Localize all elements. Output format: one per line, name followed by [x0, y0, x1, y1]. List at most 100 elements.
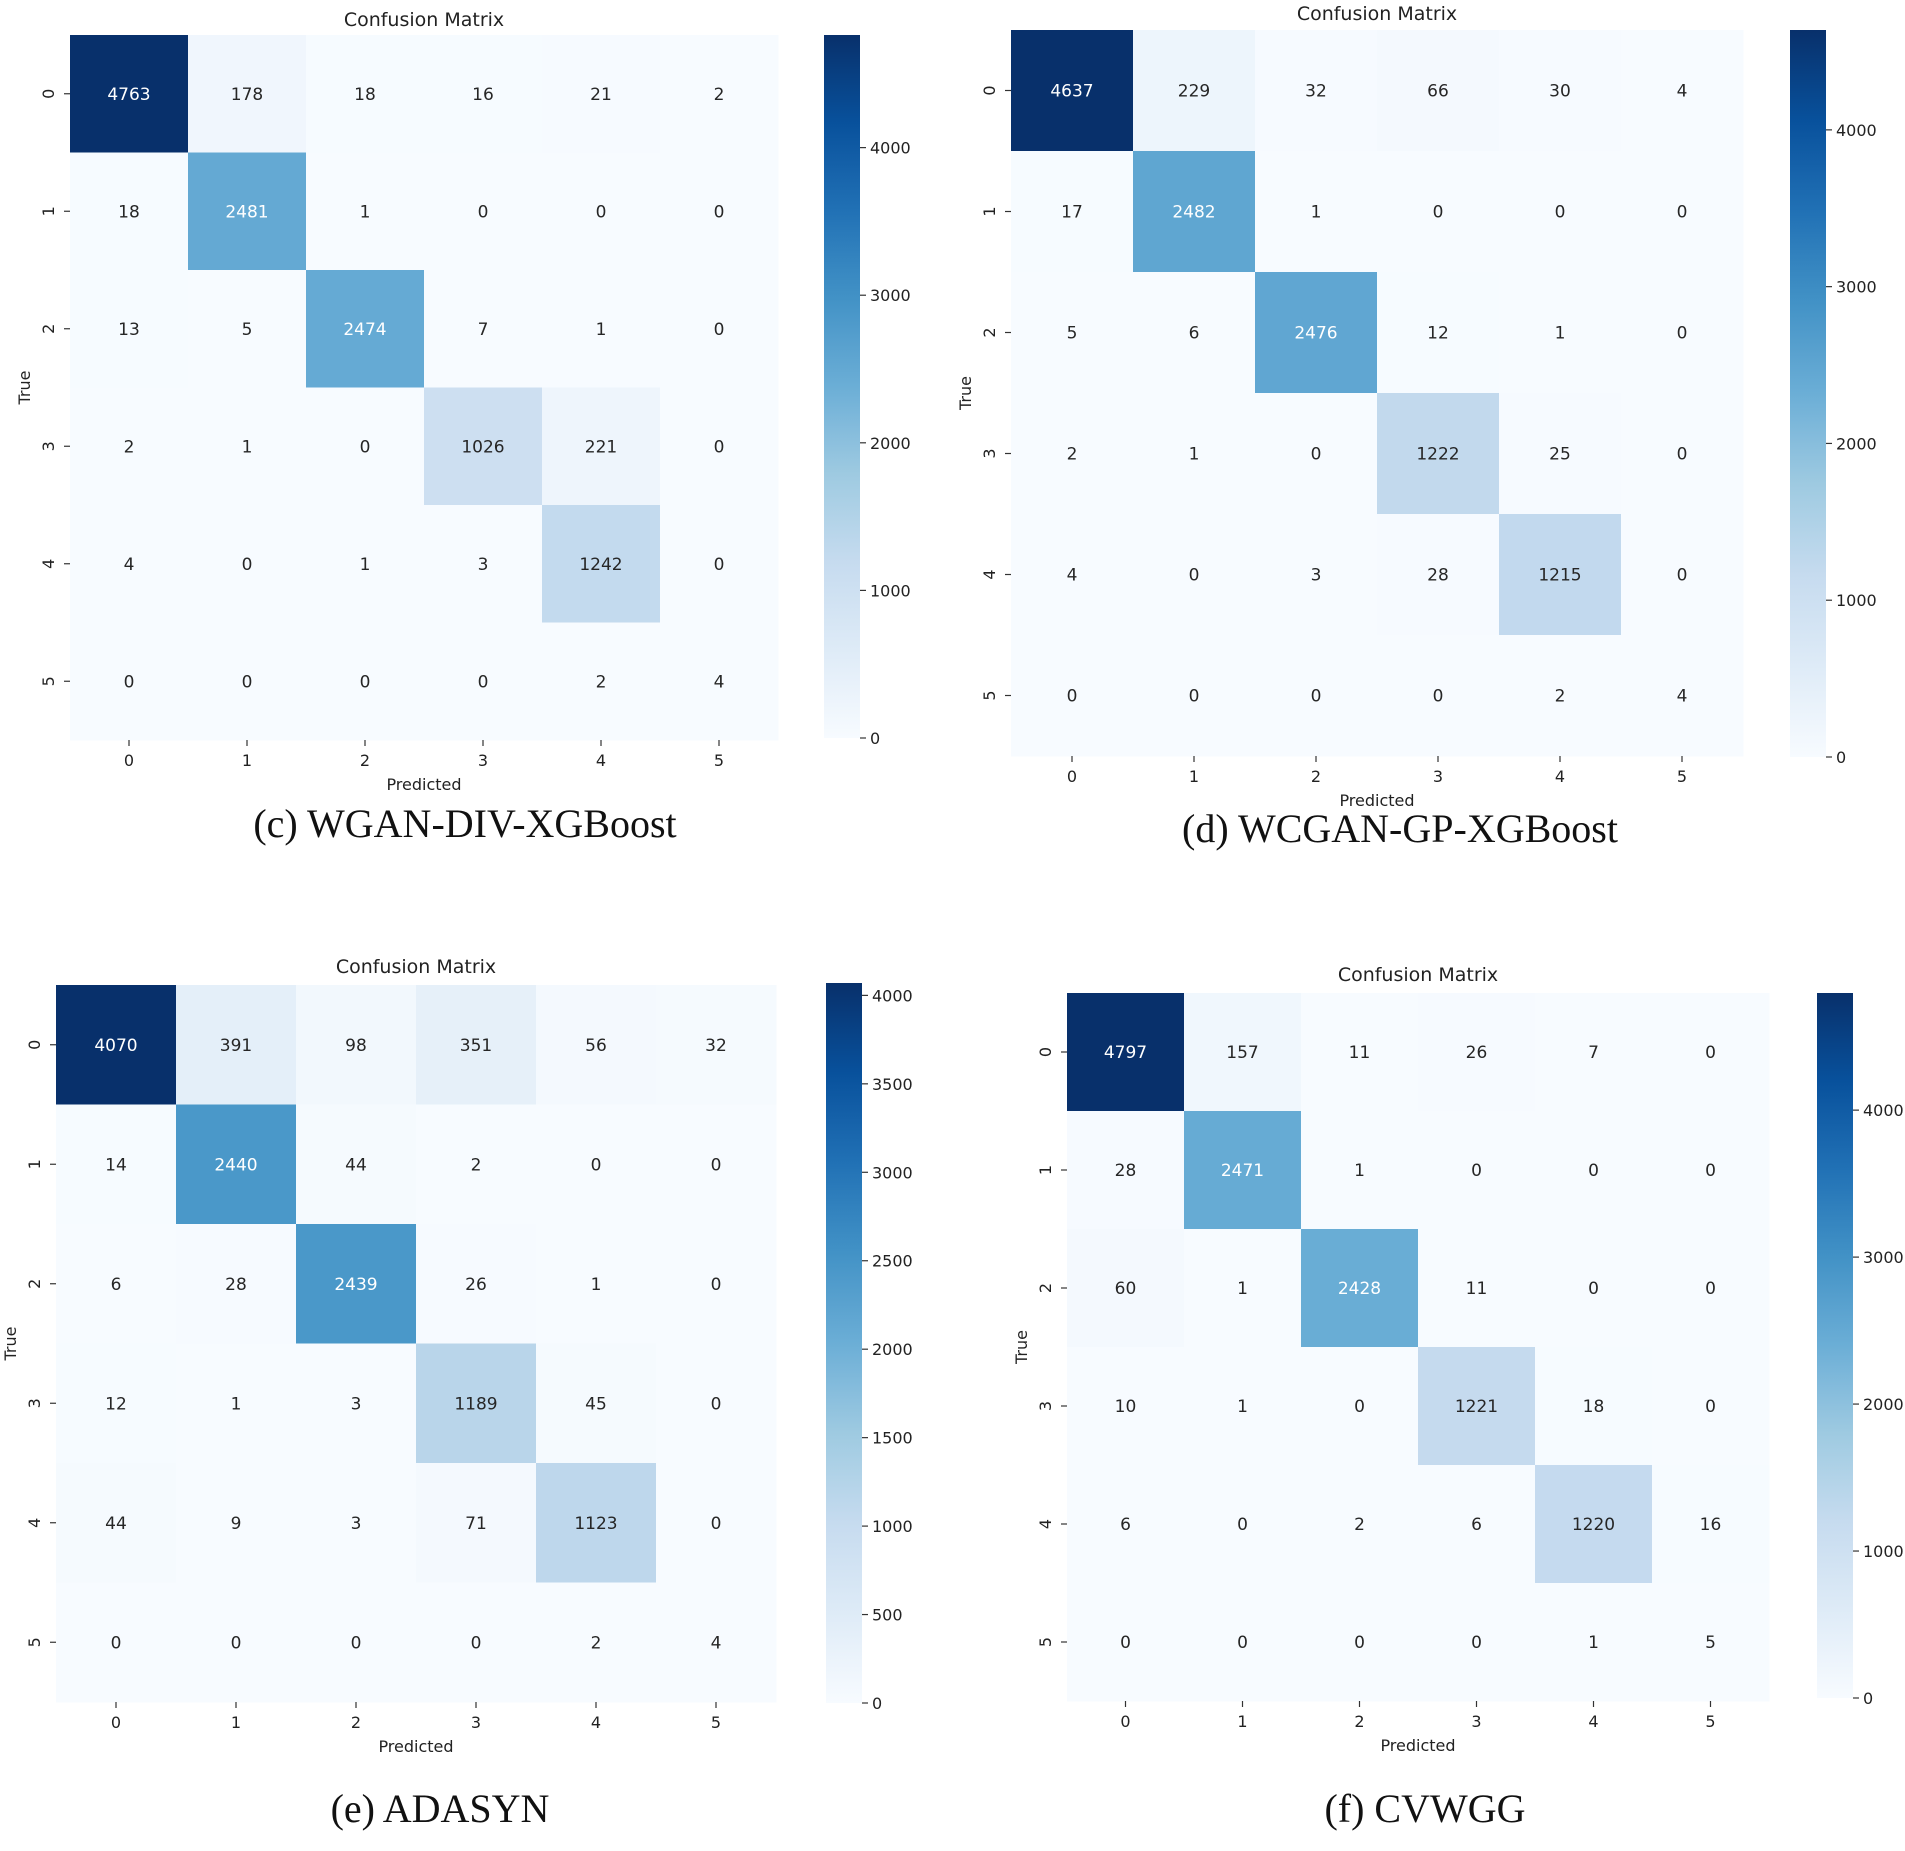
heatmap-cell [424, 387, 543, 506]
heatmap-cell [424, 35, 543, 153]
heatmap-cell [1067, 1583, 1185, 1702]
heatmap-cell [424, 152, 543, 271]
heatmap-cell [1301, 1111, 1419, 1230]
cell-value-label: 1 [1237, 1397, 1248, 1417]
chart-title: Confusion Matrix [1297, 3, 1457, 25]
heatmap-cell [56, 1582, 177, 1703]
colorbar-tick-label: 2000 [1836, 434, 1877, 453]
cell-value-label: 0 [1705, 1043, 1716, 1063]
cell-value-label: 0 [596, 202, 607, 222]
heatmap-cell [1652, 1347, 1770, 1466]
heatmap-cell [1535, 1465, 1653, 1584]
heatmap-cell [1621, 393, 1744, 515]
heatmap-cell [1621, 635, 1744, 757]
y-axis-label: True [1012, 1330, 1031, 1365]
heatmap-cell [1255, 30, 1378, 152]
x-tick-label: 0 [1067, 767, 1077, 786]
x-tick-label: 0 [124, 751, 134, 770]
heatmap-cell [656, 1343, 777, 1464]
heatmap-cell [70, 387, 189, 506]
heatmap-cell [188, 387, 307, 506]
x-tick-label: 1 [242, 751, 252, 770]
cell-value-label: 3 [351, 1394, 362, 1414]
panel-caption: (d) WCGAN-GP-XGBoost [1182, 806, 1618, 851]
heatmap-cell [656, 985, 777, 1105]
heatmap-cell [70, 152, 189, 271]
cell-value-label: 4 [714, 672, 725, 692]
heatmap-cell [424, 270, 543, 388]
heatmap-cell [1418, 1583, 1536, 1702]
y-tick-label: 3 [25, 1398, 44, 1408]
colorbar-tick-label: 2500 [872, 1252, 913, 1271]
cell-value-label: 2 [714, 85, 725, 105]
cell-value-label: 0 [714, 320, 725, 340]
cell-value-label: 4 [1677, 82, 1688, 102]
colorbar-tick-label: 3000 [1836, 278, 1877, 297]
heatmap-cell [1621, 272, 1744, 394]
cell-value-label: 1 [1588, 1633, 1599, 1653]
y-tick-label: 4 [25, 1518, 44, 1528]
x-tick-label: 1 [231, 1713, 241, 1732]
heatmap-cell [1621, 151, 1744, 273]
heatmap-cell [542, 35, 661, 153]
y-tick-label: 3 [980, 448, 999, 458]
cell-value-label: 0 [478, 202, 489, 222]
cell-value-label: 2428 [1338, 1279, 1381, 1299]
cell-value-label: 12 [1427, 324, 1449, 344]
y-axis-label: True [1, 1327, 20, 1362]
cell-value-label: 0 [1471, 1633, 1482, 1653]
cell-value-label: 28 [1115, 1161, 1137, 1181]
heatmap-cell [660, 622, 779, 741]
heatmap-cell [1301, 1583, 1419, 1702]
cell-value-label: 4 [711, 1633, 722, 1653]
heatmap-cell [1133, 272, 1256, 394]
y-tick-label: 5 [1036, 1637, 1055, 1647]
cell-value-label: 11 [1349, 1043, 1371, 1063]
cell-value-label: 4763 [107, 85, 150, 105]
heatmap-cell [1377, 635, 1500, 757]
heatmap-cell [1499, 514, 1622, 636]
heatmap-cell [1133, 30, 1256, 152]
cell-value-label: 26 [465, 1275, 487, 1295]
x-tick-label: 3 [1471, 1712, 1481, 1731]
cell-value-label: 60 [1115, 1279, 1137, 1299]
x-axis-label: Predicted [386, 775, 461, 794]
cell-value-label: 0 [360, 672, 371, 692]
heatmap-cell [1067, 1465, 1185, 1584]
heatmap-cell [56, 1104, 177, 1225]
heatmap-cell [1535, 1111, 1653, 1230]
heatmap-cell [306, 505, 425, 623]
heatmap-cell [296, 1224, 417, 1344]
cell-value-label: 0 [1433, 687, 1444, 707]
cell-value-label: 0 [714, 202, 725, 222]
colorbar-tick-label: 4000 [870, 139, 911, 158]
cell-value-label: 32 [1305, 82, 1327, 102]
heatmap-cell [1301, 993, 1419, 1112]
heatmap-cell [188, 622, 307, 741]
heatmap-cell [1255, 635, 1378, 757]
heatmap-cell [188, 152, 307, 271]
cell-value-label: 0 [1354, 1397, 1365, 1417]
colorbar [1790, 30, 1826, 757]
cell-value-label: 2474 [343, 320, 386, 340]
heatmap-cell [296, 1463, 417, 1583]
heatmap-cell [416, 1343, 537, 1464]
cell-value-label: 0 [1677, 324, 1688, 344]
heatmap-cell [176, 1224, 297, 1344]
heatmap-cell [660, 505, 779, 623]
heatmap-cell [416, 1463, 537, 1583]
cell-value-label: 0 [591, 1155, 602, 1175]
colorbar-tick-label: 4000 [1836, 121, 1877, 140]
cell-value-label: 4070 [94, 1036, 137, 1056]
heatmap-cell [296, 1582, 417, 1703]
cell-value-label: 56 [585, 1036, 607, 1056]
cell-value-label: 7 [478, 320, 489, 340]
cell-value-label: 4 [1067, 566, 1078, 586]
heatmap-cell [1133, 393, 1256, 515]
heatmap-cell [1652, 1583, 1770, 1702]
heatmap-cell [1652, 1229, 1770, 1348]
cell-value-label: 5 [1705, 1633, 1716, 1653]
